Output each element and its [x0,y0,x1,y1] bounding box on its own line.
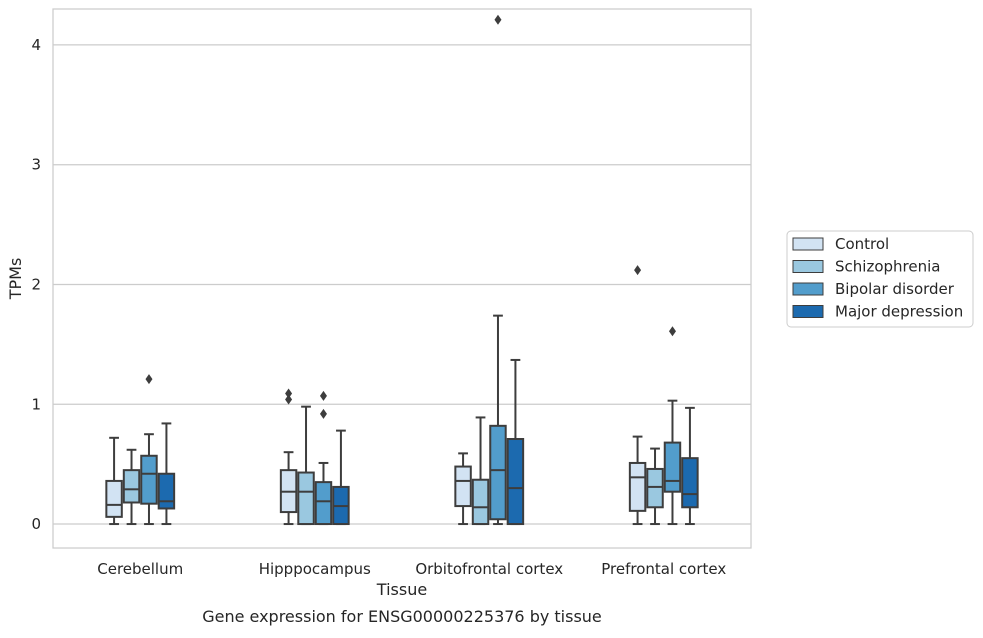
outlier-point-1 [285,388,293,399]
box-body [506,438,525,526]
box-body [646,467,664,509]
outlier-point-0 [668,326,676,337]
legend-swatch-0 [792,237,824,251]
outlier-point-0 [494,14,502,25]
box-0-0 [105,436,123,526]
outlier-point-0 [634,265,642,276]
box-body [489,424,507,521]
box-2-1 [314,390,333,526]
outlier-point-0 [145,374,153,385]
box-body [122,469,141,504]
box-body [454,465,472,508]
box-2-2 [489,14,507,526]
box-body [471,478,490,526]
box-3-0 [157,422,176,526]
y-tick-label-2: 2 [31,275,41,293]
box-2-3 [663,326,682,526]
box-1-1 [297,405,315,526]
legend-label-1: Schizophrenia [835,258,940,276]
legend-swatch-2 [792,282,824,296]
box-3-1 [332,429,350,526]
legend-swatch-3 [792,305,824,318]
box-0-3 [628,265,647,526]
y-tick-label-4: 4 [31,36,41,54]
x-tick-label-1: Hipppocampus [259,560,371,578]
x-axis-label: Tissue [376,580,427,599]
y-tick-labels: 0 1 2 3 4 [31,36,41,533]
box-0-2 [454,452,472,526]
box-0-1 [279,388,298,526]
legend-label-2: Bipolar disorder [835,280,955,298]
x-tick-label-3: Prefrontal cortex [601,560,726,578]
x-tick-label-0: Cerebellum [97,560,183,578]
legend: Control Schizophrenia Bipolar disorder Majo… [786,230,974,328]
grid-layer [53,44,751,525]
legend-swatch-1 [792,260,824,273]
outlier-point-0 [285,394,293,405]
legend-label-0: Control [835,235,889,253]
box-1-3 [646,447,664,526]
outlier-point-0 [319,408,327,419]
box-3-2 [506,358,525,526]
box-body [140,454,158,505]
plot-frame [52,8,752,549]
box-1-0 [122,448,141,526]
box-body [681,457,699,509]
box-body [157,472,176,510]
box-body [297,471,315,526]
y-tick-label-3: 3 [31,156,41,174]
chart-caption: Gene expression for ENSG00000225376 by t… [202,607,602,626]
box-2-0 [140,374,158,526]
x-tick-label-2: Orbitofrontal cortex [415,560,563,578]
outlier-point-1 [319,390,327,401]
box-body [663,441,682,493]
box-body [628,461,647,512]
y-tick-label-1: 1 [31,395,41,413]
x-tick-labels: Cerebellum Hipppocampus Orbitofrontal cort… [97,560,726,578]
box-body [105,479,123,518]
legend-frame [786,230,974,328]
legend-label-3: Major depression [835,303,963,321]
box-3-3 [681,406,699,526]
box-body [314,481,333,526]
box-1-2 [471,416,490,526]
y-axis-label: TPMs [6,258,25,301]
y-tick-label-0: 0 [31,515,41,533]
marks-layer [105,14,699,526]
